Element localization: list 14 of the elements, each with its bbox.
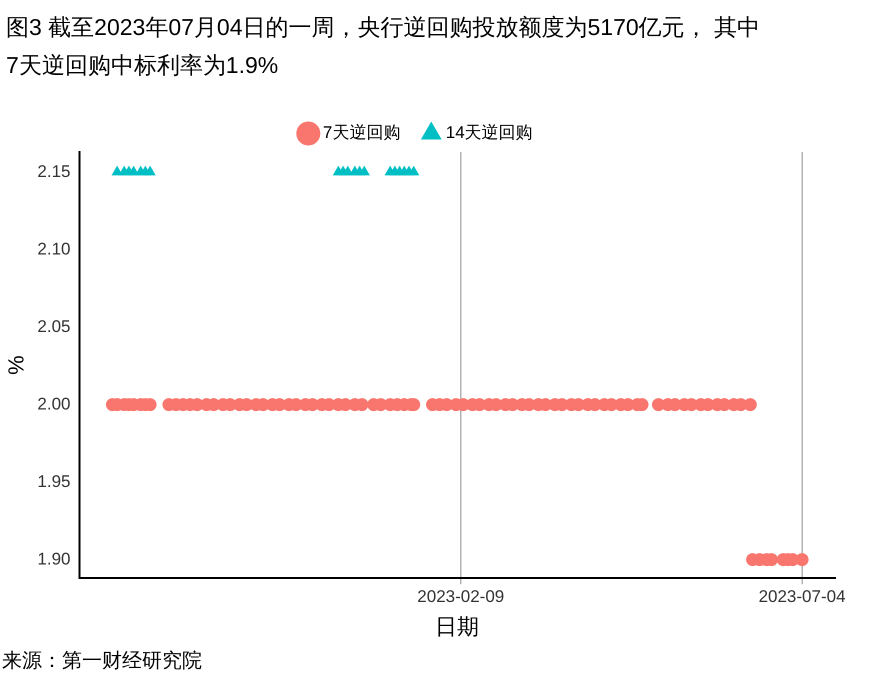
x-tick-label: 2023-07-04 [758,587,846,606]
y-tick-label: 2.15 [37,162,70,181]
x-tick-label: 2023-02-09 [417,587,504,606]
x-axis-title: 日期 [435,614,480,639]
y-tick-label: 1.90 [37,549,70,568]
y-axis-title: % [3,355,28,375]
y-tick-label: 2.00 [37,394,70,414]
y-tick-label: 2.10 [37,239,70,258]
y-tick-label: 2.05 [37,316,70,336]
y-tick-label: 1.95 [37,472,70,491]
legend-label: 7天逆回购 [322,123,400,142]
chart-title: 图3 截至2023年07月04日的一周，央行逆回购投放额度为5170亿元， 其中7天逆回购中标利率为1.9% [6,13,762,80]
source-note: 来源：第一财经研究院 [2,649,202,674]
legend-label: 14天逆回购 [446,123,533,142]
